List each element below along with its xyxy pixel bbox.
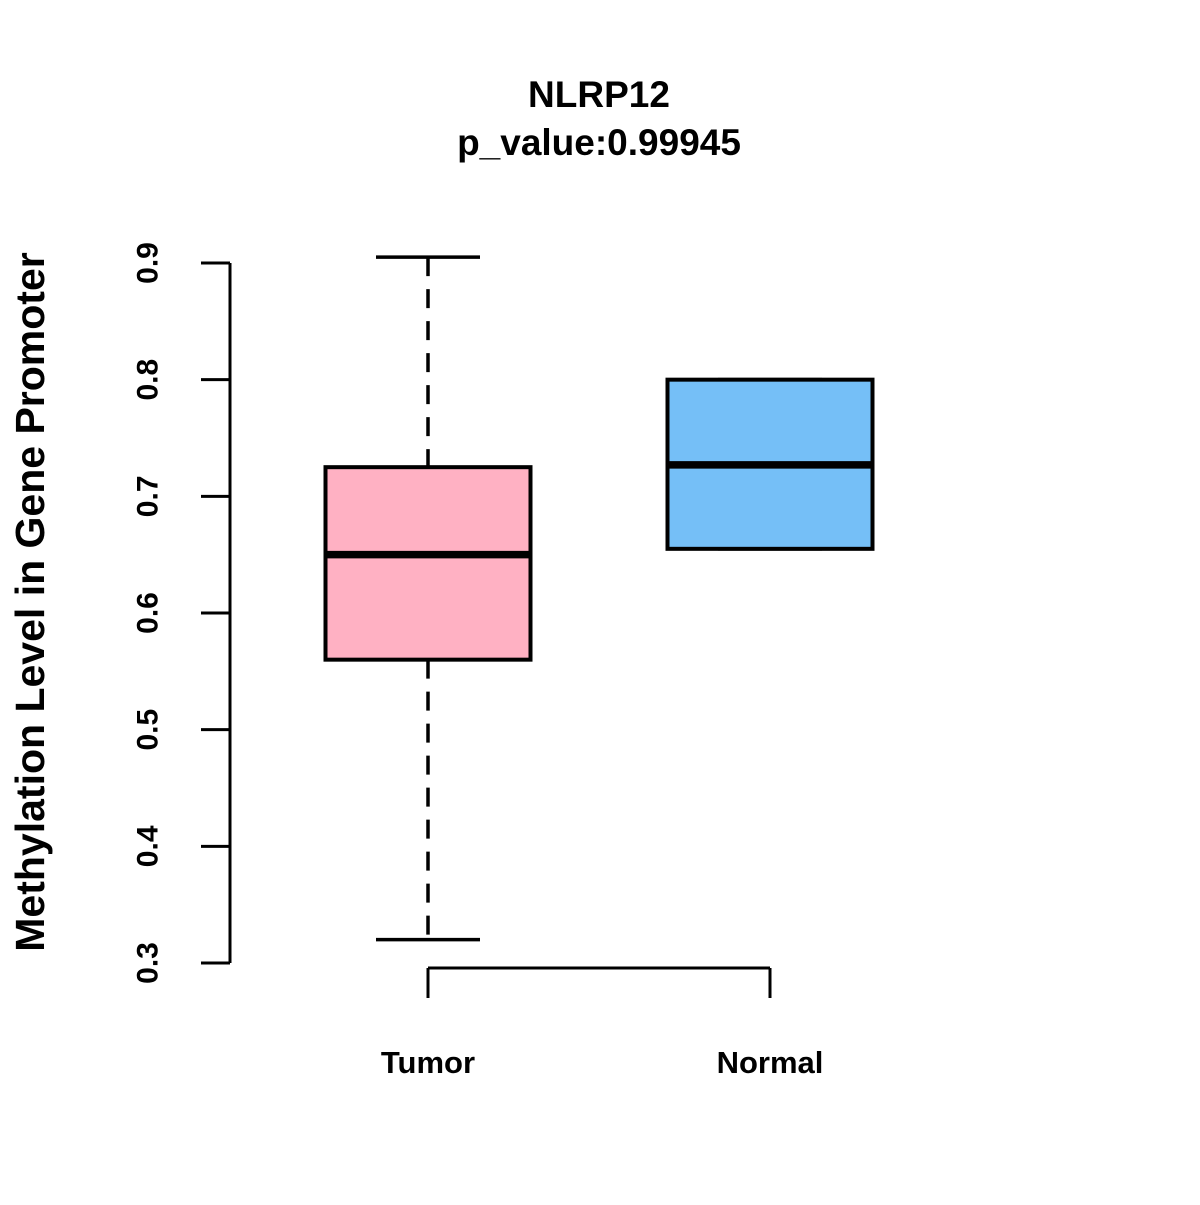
chart-subtitle: p_value:0.99945: [457, 122, 741, 163]
x-axis: [426, 966, 772, 998]
chart-title: NLRP12: [528, 74, 670, 115]
box-tumor: [323, 465, 533, 662]
y-axis-tick-label: 0.4: [132, 825, 165, 867]
y-axis-tick-label: 0.9: [132, 242, 165, 284]
box-series: [323, 255, 875, 942]
y-axis-tick-label: 0.6: [132, 592, 165, 634]
y-axis-tick-label: 0.3: [132, 942, 165, 984]
y-axis: 0.3 0.4 0.5 0.6 0.7 0.8 0.9: [132, 242, 232, 984]
y-axis-label: Methylation Level in Gene Promoter: [7, 252, 53, 951]
y-axis-tick-label: 0.8: [132, 359, 165, 401]
x-category-label-tumor: Tumor: [381, 1045, 475, 1080]
y-axis-tick-label: 0.5: [132, 709, 165, 751]
y-axis-tick-label: 0.7: [132, 475, 165, 517]
x-category-label-normal: Normal: [717, 1045, 824, 1080]
x-category-labels: Tumor Normal: [381, 1045, 823, 1080]
